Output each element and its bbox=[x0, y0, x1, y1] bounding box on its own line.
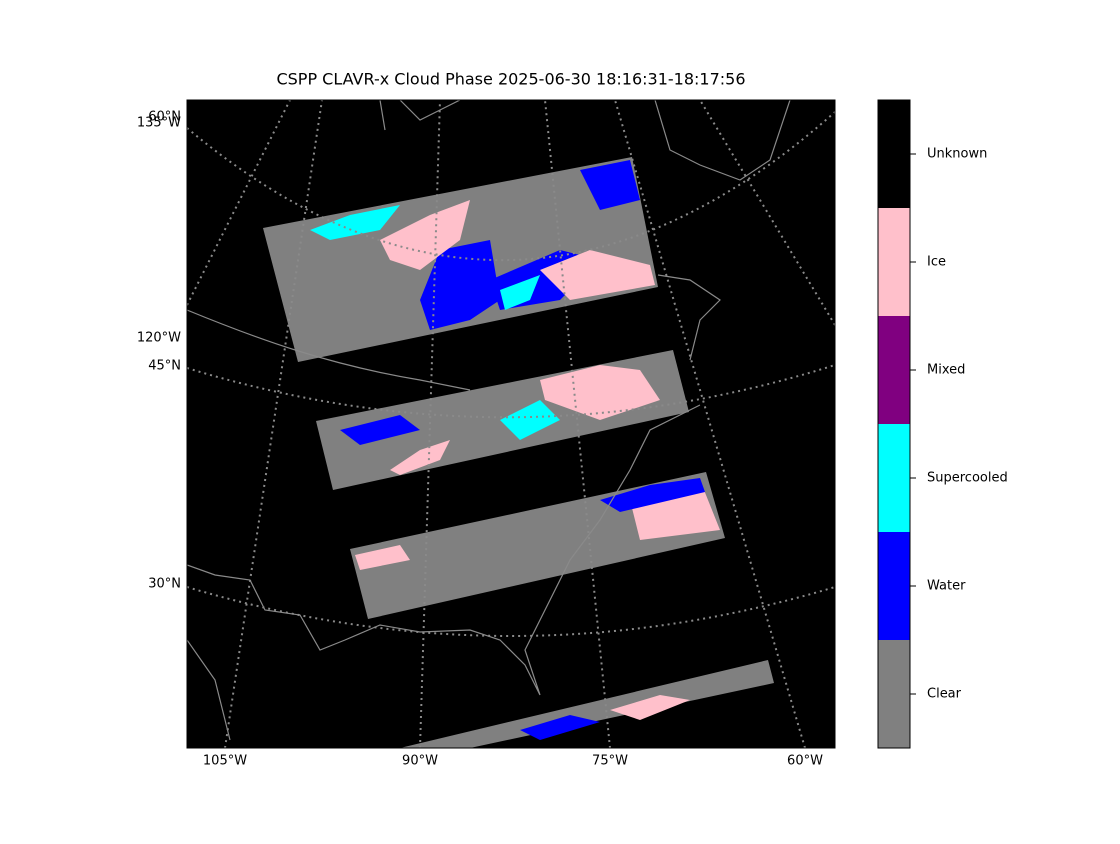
graticule-line bbox=[699, 100, 835, 326]
colorbar-label: Supercooled bbox=[927, 471, 1008, 486]
cloud-patch bbox=[420, 240, 500, 330]
graticule-line bbox=[544, 100, 611, 748]
colorbar-segment bbox=[878, 316, 910, 424]
coastline bbox=[379, 100, 461, 131]
colorbar-label: Unknown bbox=[927, 147, 987, 162]
colorbar: Clear Water Supercooled Mixed Ice Unknown bbox=[877, 99, 1008, 749]
graticule-line bbox=[419, 100, 441, 748]
lon-label: 120°W bbox=[137, 331, 181, 346]
coastline bbox=[657, 274, 721, 361]
graticule bbox=[187, 100, 835, 748]
cloud-patch bbox=[355, 545, 410, 570]
lon-label: 135°W bbox=[137, 116, 181, 131]
coastlines bbox=[187, 100, 791, 741]
colorbar-segment bbox=[878, 640, 910, 748]
cloud-patch bbox=[500, 275, 540, 310]
cloud-patch bbox=[610, 695, 690, 720]
lon-label: 75°W bbox=[592, 754, 628, 769]
swath bbox=[400, 660, 774, 748]
swaths bbox=[263, 157, 774, 748]
graticule-line bbox=[187, 100, 291, 306]
colorbar-segment bbox=[878, 208, 910, 316]
colorbar-frame bbox=[877, 99, 911, 749]
graticule-line bbox=[224, 100, 323, 748]
cloud-patch bbox=[390, 440, 450, 475]
colorbar-label: Mixed bbox=[927, 363, 965, 378]
lat-label: 30°N bbox=[148, 577, 181, 592]
cloud-patch bbox=[520, 715, 600, 740]
cloud-patch bbox=[540, 250, 655, 300]
coastline bbox=[187, 309, 471, 391]
map bbox=[187, 100, 835, 748]
lat-label: 60°N bbox=[148, 110, 181, 125]
coastline bbox=[654, 100, 791, 181]
coastline bbox=[187, 639, 231, 741]
colorbar-label: Clear bbox=[927, 687, 962, 702]
map-frame bbox=[186, 99, 836, 749]
coastline bbox=[187, 404, 701, 696]
title: CSPP CLAVR-x Cloud Phase 2025-06-30 18:1… bbox=[276, 70, 745, 89]
cloud-patch bbox=[600, 478, 705, 512]
colorbar-segment bbox=[878, 100, 910, 208]
lon-label: 90°W bbox=[402, 754, 438, 769]
graticule-line bbox=[187, 111, 835, 262]
colorbar-segment bbox=[878, 424, 910, 532]
graticule-line bbox=[614, 100, 806, 748]
cloud-patch bbox=[580, 160, 640, 210]
cloud-patch bbox=[540, 365, 660, 420]
cloud-patch bbox=[310, 205, 400, 240]
lon-label: 60°W bbox=[787, 754, 823, 769]
cloud-patch bbox=[340, 415, 420, 445]
lat-label: 45°N bbox=[148, 359, 181, 374]
cloud-patch bbox=[500, 400, 560, 440]
colorbar-label: Water bbox=[927, 579, 966, 594]
lat-labels: 60°N 45°N 30°N 135°W 120°W bbox=[137, 110, 181, 592]
cloud-patch bbox=[380, 200, 470, 270]
colorbar-segment bbox=[878, 532, 910, 640]
lon-labels: 105°W 90°W 75°W 60°W bbox=[203, 754, 823, 769]
lon-label: 105°W bbox=[203, 754, 247, 769]
colorbar-label: Ice bbox=[927, 255, 946, 270]
